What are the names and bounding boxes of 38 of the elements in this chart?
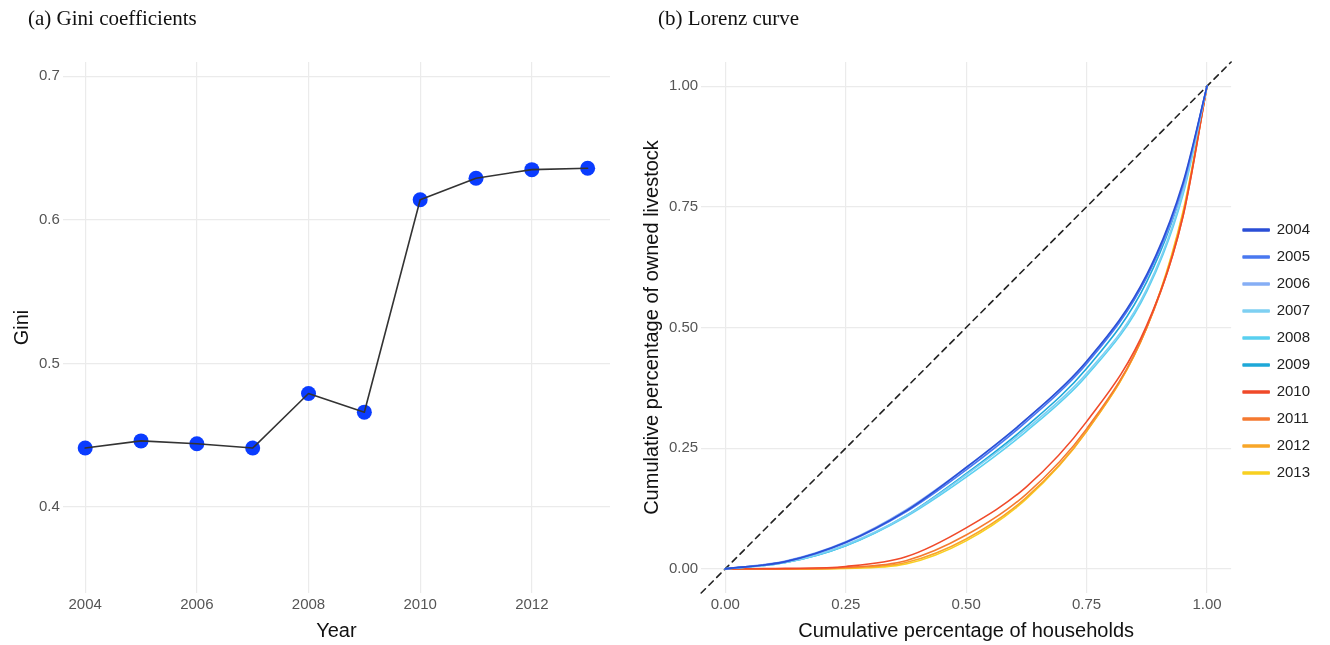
x-tick-label: 0.00 — [710, 595, 740, 613]
x-tick-label: 0.50 — [951, 595, 981, 613]
legend-label: 2005 — [1276, 247, 1311, 265]
y-tick-label: 0.25 — [668, 438, 699, 456]
x-tick-label: 0.25 — [831, 595, 861, 613]
x-tick-label: 2010 — [403, 595, 437, 613]
y-axis-title: Cumulative percentage of owned livestock — [639, 139, 662, 515]
y-tick-label: 0.5 — [38, 353, 60, 371]
y-tick-label: 0.6 — [38, 210, 60, 228]
legend-label: 2013 — [1276, 463, 1311, 481]
x-tick-label: 2006 — [180, 595, 214, 613]
legend-label: 2004 — [1276, 220, 1311, 238]
legend-label: 2011 — [1276, 409, 1309, 427]
x-tick-label: 1.00 — [1192, 595, 1222, 613]
y-tick-label: 0.00 — [668, 559, 699, 576]
x-tick-label: 0.75 — [1072, 595, 1102, 613]
x-axis-title: Year — [316, 618, 357, 641]
x-axis-title: Cumulative percentage of households — [798, 618, 1135, 641]
x-tick-label: 2012 — [515, 595, 549, 613]
y-tick-label: 0.50 — [668, 317, 699, 335]
y-tick-label: 1.00 — [668, 76, 699, 94]
y-tick-label: 0.75 — [668, 196, 699, 214]
point — [580, 160, 596, 176]
y-tick-label: 0.7 — [38, 66, 60, 84]
x-tick-label: 2008 — [291, 595, 326, 613]
legend-label: 2006 — [1276, 274, 1311, 292]
legend-label: 2010 — [1276, 382, 1311, 400]
chart-title: (a) Gini coefficients — [28, 6, 197, 31]
line-series — [724, 85, 1208, 570]
chart-title: (b) Lorenz curve — [658, 6, 800, 31]
legend-label: 2009 — [1276, 355, 1311, 373]
point — [77, 440, 93, 456]
legend-label: 2007 — [1276, 301, 1311, 319]
legend-label: 2012 — [1276, 436, 1311, 454]
y-axis-title: Gini — [9, 309, 32, 346]
y-tick-label: 0.4 — [38, 497, 60, 515]
x-tick-label: 2004 — [68, 595, 102, 613]
legend-label: 2008 — [1276, 328, 1311, 346]
